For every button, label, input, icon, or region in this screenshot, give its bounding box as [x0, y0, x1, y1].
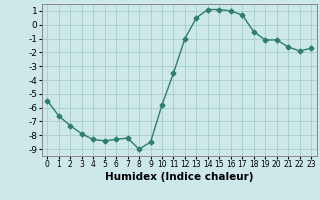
X-axis label: Humidex (Indice chaleur): Humidex (Indice chaleur) — [105, 172, 253, 182]
